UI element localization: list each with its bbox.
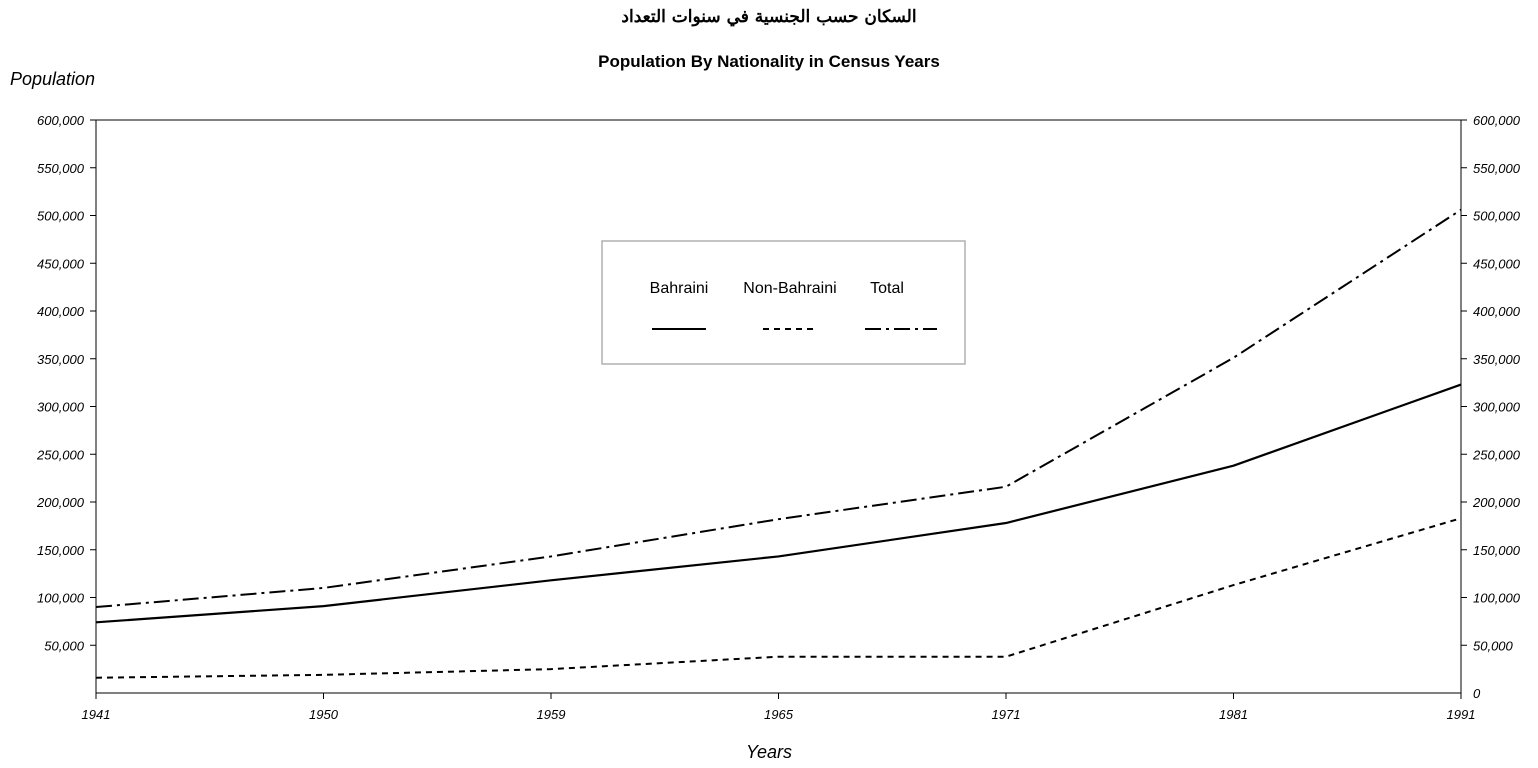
y-tick-label-left: 50,000 (44, 638, 85, 653)
y-tick-label-right: 550,000 (1473, 161, 1521, 176)
x-tick-label: 1965 (764, 707, 794, 722)
y-axis-label: Population (10, 69, 95, 89)
series-line-bahraini (95, 383, 1462, 624)
legend-label: Total (870, 280, 904, 297)
y-tick-label-right: 600,000 (1473, 113, 1521, 128)
x-tick-label: 1991 (1447, 707, 1476, 722)
y-tick-label-right: 450,000 (1473, 256, 1521, 271)
y-tick-label-right: 100,000 (1473, 591, 1521, 606)
x-tick-label: 1941 (82, 707, 111, 722)
y-tick-label-left: 500,000 (37, 209, 85, 224)
y-tick-label-right: 500,000 (1473, 209, 1521, 224)
x-tick-label: 1981 (1219, 707, 1248, 722)
x-tick-label: 1959 (537, 707, 566, 722)
y-tick-label-left: 400,000 (37, 304, 85, 319)
y-tick-label-left: 200,000 (36, 495, 85, 510)
y-tick-label-left: 150,000 (37, 543, 85, 558)
legend-label: Bahraini (650, 280, 709, 297)
y-tick-label-left: 250,000 (36, 447, 85, 462)
y-tick-label-left: 550,000 (37, 161, 85, 176)
chart-title-arabic: السكان حسب الجنسية في سنوات التعداد (621, 7, 916, 27)
legend-label: Non-Bahraini (743, 280, 836, 297)
y-tick-label-right: 150,000 (1473, 543, 1521, 558)
y-tick-label-right: 50,000 (1473, 638, 1514, 653)
x-tick-label: 1971 (992, 707, 1021, 722)
y-tick-label-right: 300,000 (1473, 400, 1521, 415)
x-axis-label: Years (746, 742, 792, 762)
x-tick-label: 1950 (309, 707, 339, 722)
series-line-total (95, 208, 1462, 609)
y-tick-label-left: 350,000 (37, 352, 85, 367)
y-tick-label-right: 200,000 (1472, 495, 1521, 510)
y-tick-label-right: 250,000 (1472, 447, 1521, 462)
y-tick-label-left: 100,000 (37, 591, 85, 606)
chart-title: Population By Nationality in Census Year… (598, 52, 940, 71)
y-tick-label-left: 600,000 (37, 113, 85, 128)
y-tick-label-right: 350,000 (1473, 352, 1521, 367)
y-tick-label-left: 450,000 (37, 256, 85, 271)
y-tick-label-right: 400,000 (1473, 304, 1521, 319)
legend (601, 240, 966, 365)
y-tick-label-left: 300,000 (37, 400, 85, 415)
series-line-non-bahraini (95, 517, 1462, 679)
y-tick-label-right-zero: 0 (1473, 686, 1481, 701)
